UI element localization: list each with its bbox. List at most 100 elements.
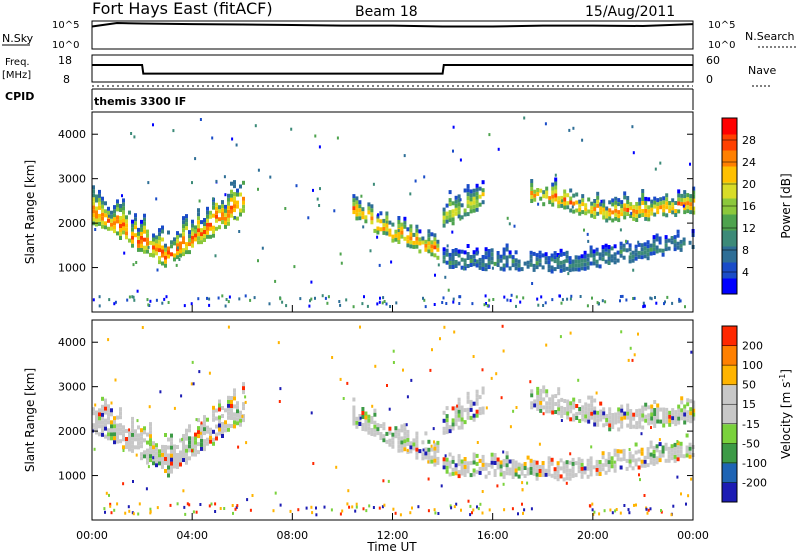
- data-cell: [209, 226, 212, 231]
- noise-cell: [128, 295, 131, 299]
- data-cell: [209, 435, 212, 440]
- noise-cell: [392, 349, 395, 353]
- data-cell: [107, 408, 110, 413]
- noise-cell: [386, 384, 388, 387]
- colorbar-tick-label: -50: [742, 437, 760, 450]
- data-cell: [415, 224, 419, 229]
- data-cell: [638, 416, 642, 421]
- data-cell: [352, 194, 356, 199]
- noise-cell: [208, 504, 211, 508]
- noise-cell: [579, 295, 582, 298]
- data-cell: [581, 417, 585, 422]
- data-cell: [547, 264, 551, 269]
- noise-cell: [136, 419, 139, 423]
- data-cell: [463, 250, 467, 255]
- data-cell: [641, 189, 645, 193]
- data-cell: [542, 202, 546, 207]
- data-cell: [203, 230, 206, 234]
- data-cell: [242, 204, 245, 209]
- data-cell: [149, 446, 152, 451]
- data-cell: [388, 228, 392, 233]
- data-cell: [631, 250, 635, 255]
- data-cell: [548, 405, 552, 410]
- colorbar-swatch: [722, 345, 737, 366]
- data-cell: [692, 190, 696, 195]
- data-cell: [101, 420, 104, 425]
- data-cell: [164, 243, 167, 248]
- colorbar-swatch: [722, 384, 737, 405]
- noise-cell: [467, 499, 470, 503]
- noise-cell: [163, 297, 166, 301]
- data-cell: [563, 399, 567, 403]
- data-cell: [614, 200, 618, 205]
- data-cell: [601, 257, 605, 262]
- data-cell: [614, 204, 618, 209]
- data-cell: [230, 209, 233, 214]
- colorbar-tick-label: 12: [742, 222, 756, 235]
- data-cell: [191, 444, 194, 449]
- data-cell: [613, 448, 617, 453]
- data-cell: [617, 427, 621, 432]
- noise-cell: [355, 505, 358, 509]
- data-cell: [379, 432, 383, 436]
- data-cell: [478, 261, 482, 266]
- data-cell: [200, 434, 203, 439]
- data-cell: [155, 447, 158, 452]
- data-cell: [556, 477, 560, 482]
- data-cell: [685, 453, 689, 458]
- noise-cell: [676, 475, 679, 479]
- data-cell: [538, 473, 542, 477]
- data-cell: [649, 247, 653, 252]
- data-cell: [593, 215, 597, 219]
- data-cell: [628, 451, 632, 456]
- data-cell: [385, 439, 389, 444]
- data-cell: [430, 240, 434, 245]
- data-cell: [194, 440, 197, 445]
- noise-cell: [392, 361, 395, 364]
- data-cell: [182, 454, 185, 458]
- data-cell: [445, 215, 449, 220]
- data-cell: [98, 189, 101, 194]
- colorbar-tick-label: 50: [742, 379, 756, 392]
- data-cell: [598, 464, 602, 468]
- data-cell: [563, 205, 567, 210]
- data-cell: [647, 421, 651, 426]
- data-cell: [442, 215, 446, 220]
- data-cell: [577, 461, 581, 466]
- data-cell: [689, 210, 693, 215]
- data-cell: [209, 439, 212, 444]
- data-cell: [562, 267, 566, 272]
- data-cell: [203, 226, 206, 230]
- data-cell: [442, 219, 446, 224]
- data-cell: [188, 456, 191, 461]
- data-cell: [173, 444, 176, 449]
- data-cell: [604, 462, 608, 467]
- noise-cell: [521, 481, 524, 485]
- data-cell: [653, 200, 657, 205]
- data-cell: [466, 252, 470, 256]
- noise-cell: [231, 504, 234, 507]
- noise-cell: [132, 480, 134, 483]
- data-cell: [599, 206, 603, 211]
- data-cell: [451, 422, 455, 427]
- noise-cell: [132, 263, 135, 267]
- noise-cell: [315, 513, 318, 517]
- data-cell: [668, 414, 672, 419]
- data-cell: [188, 436, 191, 441]
- data-cell: [209, 427, 212, 432]
- data-cell: [113, 420, 116, 425]
- data-cell: [656, 210, 660, 215]
- noise-cell: [261, 246, 264, 250]
- data-cell: [179, 253, 182, 258]
- noise-cell: [427, 509, 430, 513]
- y-tick-label: 2000: [58, 217, 86, 230]
- data-cell: [143, 249, 146, 254]
- data-cell: [529, 258, 533, 263]
- data-cell: [107, 226, 110, 231]
- noise-cell: [161, 301, 164, 305]
- data-cell: [484, 267, 488, 272]
- data-cell: [161, 448, 164, 453]
- data-cell: [146, 241, 149, 246]
- data-cell: [107, 210, 110, 215]
- data-cell: [673, 446, 677, 451]
